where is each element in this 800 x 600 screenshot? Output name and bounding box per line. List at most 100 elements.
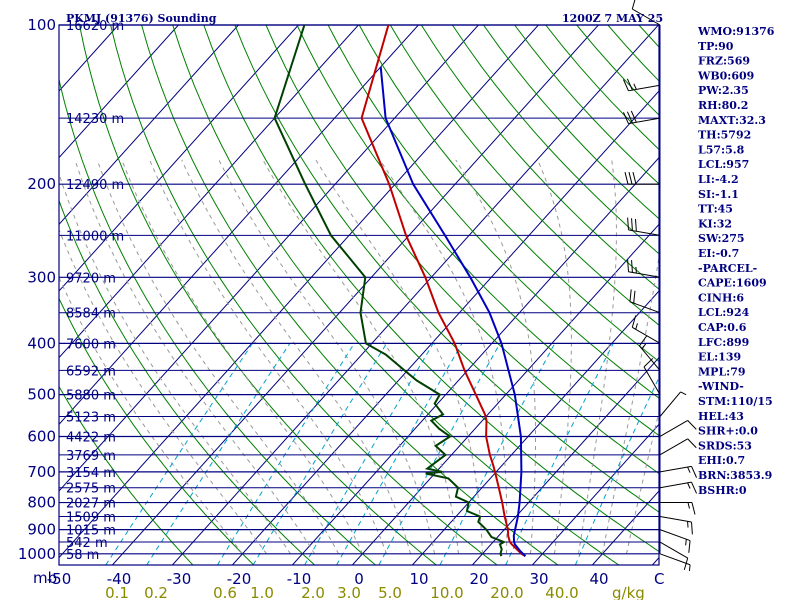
mixing-ratio-line	[217, 343, 355, 565]
isotherm-line	[532, 423, 659, 565]
pressure-tick-label: 600	[27, 427, 56, 445]
temperature-tick-label: 20	[469, 570, 488, 588]
index-item: MAXT:32.3	[698, 114, 766, 127]
moist-adiabat-line	[537, 159, 572, 554]
dry-adiabat-line	[59, 77, 376, 565]
height-tick-label: 542 m	[66, 536, 108, 551]
index-item: L57:5.8	[698, 143, 745, 156]
height-tick-label: 3769 m	[66, 449, 116, 464]
pressure-tick-label: 200	[27, 175, 56, 193]
index-item: SHR+:0.0	[698, 425, 758, 438]
height-tick-label: 5123 m	[66, 411, 116, 426]
plot-frame	[58, 24, 660, 566]
dry-adiabat-line	[59, 385, 194, 565]
temperature-unit-label: C	[654, 570, 664, 588]
height-tick-label: 1509 m	[66, 510, 116, 525]
pressure-unit-label: mb	[33, 569, 57, 587]
mixing-ratio-tick-label: 0.1	[105, 584, 129, 600]
dry-adiabat-line	[794, 25, 800, 565]
height-tick-label: 2575 m	[66, 482, 116, 497]
isotherm-line	[59, 25, 539, 559]
dry-adiabat-line	[514, 25, 659, 185]
temperature-tick-label: 0	[354, 570, 364, 588]
wind-barb	[622, 78, 661, 92]
wind-barb	[659, 515, 693, 535]
dry-adiabat-line	[172, 25, 620, 565]
index-item: EHI:0.7	[698, 454, 745, 467]
moist-adiabat-line	[455, 159, 536, 554]
wind-barb	[627, 259, 661, 278]
index-item: MPL:79	[698, 365, 746, 378]
dry-adiabat-line	[545, 25, 659, 151]
moist-adiabat-line	[181, 159, 411, 554]
index-item: SW:275	[698, 232, 745, 245]
pressure-tick-label: 400	[27, 334, 56, 352]
temperature-tick-label: 10	[409, 570, 428, 588]
isotherm-line	[172, 25, 659, 565]
dry-adiabat-line	[389, 25, 659, 326]
temperature-tick-label: 30	[529, 570, 548, 588]
height-tick-label: 4422 m	[66, 430, 116, 445]
dry-adiabat-line	[141, 25, 559, 565]
index-item: LCL:924	[698, 306, 750, 319]
mixing-ratio-tick-label: 2.0	[301, 584, 325, 600]
index-item: WB0:609	[697, 69, 754, 82]
moist-adiabat-line	[59, 228, 267, 555]
index-item: LCL:957	[698, 158, 749, 171]
height-tick-label: 11000 m	[66, 229, 124, 244]
pressure-tick-label: 900	[27, 521, 56, 539]
mixing-ratio-line	[378, 343, 501, 565]
dry-adiabat-line	[451, 25, 659, 255]
temperature-tick-label: -20	[227, 570, 252, 588]
height-tick-label: 3154 m	[66, 466, 116, 481]
mixing-ratio-unit-label: g/kg	[612, 584, 645, 600]
mixing-ratio-line	[146, 343, 291, 565]
dry-adiabat-line	[483, 25, 659, 220]
height-tick-label: 5880 m	[66, 389, 116, 404]
pressure-tick-label: 100	[27, 16, 56, 34]
wind-barb	[659, 391, 687, 417]
moist-adiabat-line	[121, 159, 363, 554]
temperature-profile-line	[360, 25, 526, 557]
moist-adiabat-line	[149, 159, 387, 554]
pressure-tick-label: 1000	[18, 545, 56, 563]
index-item: EI:-0.7	[698, 247, 739, 260]
index-item: LFC:899	[698, 336, 749, 349]
dry-adiabat-line	[327, 25, 659, 399]
background-lines	[59, 25, 800, 565]
height-tick-label: 58 m	[66, 548, 99, 563]
moist-adiabat-line	[218, 159, 435, 554]
isobars	[58, 24, 660, 566]
isotherm-line	[59, 25, 179, 159]
isotherm-line	[59, 25, 239, 226]
wind-barb	[629, 289, 661, 314]
index-item: CAP:0.6	[698, 321, 747, 334]
sounding-profiles	[273, 25, 527, 557]
sounding-time: 1200Z 7 MAY 25	[562, 12, 663, 25]
mixing-ratio-line	[336, 343, 463, 565]
temperature-tick-label: -30	[167, 570, 192, 588]
index-item: -WIND-	[698, 380, 744, 393]
wind-barb	[660, 502, 696, 515]
moist-adiabat-line	[59, 276, 243, 555]
wind-barb	[659, 465, 698, 478]
mixing-ratio-line	[304, 343, 434, 565]
dry-adiabat-line	[420, 25, 659, 290]
height-tick-label: 12490 m	[66, 178, 124, 193]
moist-adiabat-line	[262, 159, 459, 554]
mixing-ratio-line	[105, 343, 253, 565]
wind-barbs	[622, 0, 698, 571]
mixing-ratio-tick-label: 10.0	[430, 584, 463, 600]
wind-barb	[659, 553, 691, 571]
dry-adiabat-line	[203, 25, 659, 553]
temperature-tick-label: -10	[287, 570, 312, 588]
pressure-tick-label: 500	[27, 386, 56, 404]
mixing-ratio-tick-label: 0.6	[213, 584, 237, 600]
index-item: CINH:6	[698, 291, 744, 304]
mixing-ratio-tick-label: 20.0	[490, 584, 523, 600]
wind-barb	[659, 541, 689, 571]
wind-barb	[627, 217, 661, 236]
index-item: BSHR:0	[698, 484, 747, 497]
dry-adiabat-line	[110, 25, 498, 565]
